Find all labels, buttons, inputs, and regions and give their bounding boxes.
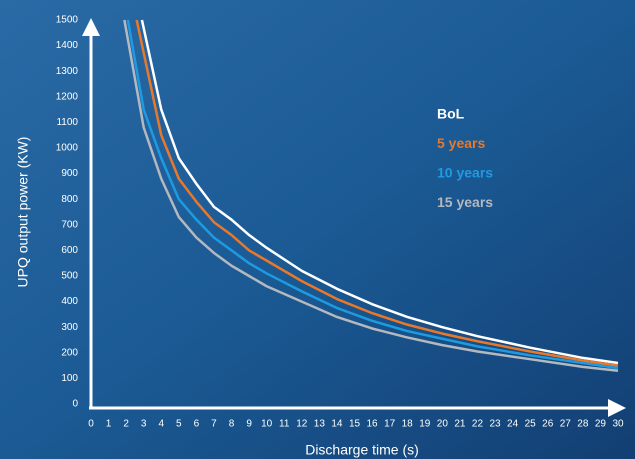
- x-tick-label: 19: [419, 419, 431, 430]
- y-tick-label: 100: [61, 373, 78, 384]
- x-tick-label: 22: [472, 419, 484, 430]
- y-tick-label: 700: [61, 219, 78, 230]
- x-tick-label: 8: [229, 419, 235, 430]
- x-tick-label: 28: [577, 419, 589, 430]
- y-tick-label: 300: [61, 322, 78, 333]
- x-tick-label: 15: [349, 419, 361, 430]
- y-arrow: [82, 18, 100, 36]
- x-axis-label: Discharge time (s): [305, 442, 419, 458]
- x-tick-label: 5: [176, 419, 182, 430]
- y-tick-label: 500: [61, 271, 78, 282]
- x-arrow: [608, 399, 626, 417]
- x-tick-label: 27: [560, 419, 572, 430]
- y-tick-label: 1200: [56, 91, 79, 102]
- x-tick-label: 16: [367, 419, 379, 430]
- x-tick-label: 30: [612, 419, 624, 430]
- x-tick-label: 4: [158, 419, 164, 430]
- x-tick-label: 20: [437, 419, 449, 430]
- y-axis-label: UPQ output power (KW): [15, 137, 31, 288]
- x-tick-label: 10: [261, 419, 273, 430]
- y-tick-label: 800: [61, 194, 78, 205]
- y-tick-label: 1500: [56, 15, 79, 26]
- x-tick-label: 23: [489, 419, 501, 430]
- x-tick-label: 26: [542, 419, 554, 430]
- x-tick-label: 9: [246, 419, 252, 430]
- y-tick-label: 1100: [56, 117, 78, 128]
- y-tick-label: 1400: [56, 40, 79, 51]
- x-tick-label: 21: [454, 419, 466, 430]
- y-tick-label: 900: [61, 168, 78, 179]
- y-tick-label: 200: [61, 347, 78, 358]
- y-tick-label: 0: [72, 399, 78, 410]
- x-tick-label: 29: [595, 419, 607, 430]
- x-tick-label: 12: [296, 419, 308, 430]
- x-tick-label: 7: [211, 419, 217, 430]
- x-tick-label: 18: [402, 419, 414, 430]
- x-tick-label: 1: [106, 419, 112, 430]
- x-tick-label: 0: [88, 419, 94, 430]
- y-tick-label: 1300: [56, 66, 79, 77]
- legend-label: BoL: [437, 106, 465, 122]
- y-tick-label: 400: [61, 296, 78, 307]
- series-line: [123, 19, 619, 372]
- x-tick-label: 24: [507, 419, 519, 430]
- legend-label: 15 years: [437, 194, 493, 210]
- x-tick-label: 2: [123, 419, 129, 430]
- series-line: [135, 19, 619, 367]
- series-line: [126, 19, 619, 370]
- series-line: [140, 19, 619, 365]
- legend-label: 10 years: [437, 165, 493, 181]
- x-tick-label: 13: [314, 419, 326, 430]
- x-tick-label: 25: [525, 419, 537, 430]
- legend-label: 5 years: [437, 135, 485, 151]
- x-tick-label: 17: [384, 419, 396, 430]
- x-tick-label: 3: [141, 419, 147, 430]
- y-tick-label: 1000: [56, 143, 79, 154]
- y-tick-label: 600: [61, 245, 78, 256]
- x-tick-label: 11: [279, 419, 290, 430]
- x-tick-label: 6: [194, 419, 200, 430]
- x-tick-label: 14: [331, 419, 343, 430]
